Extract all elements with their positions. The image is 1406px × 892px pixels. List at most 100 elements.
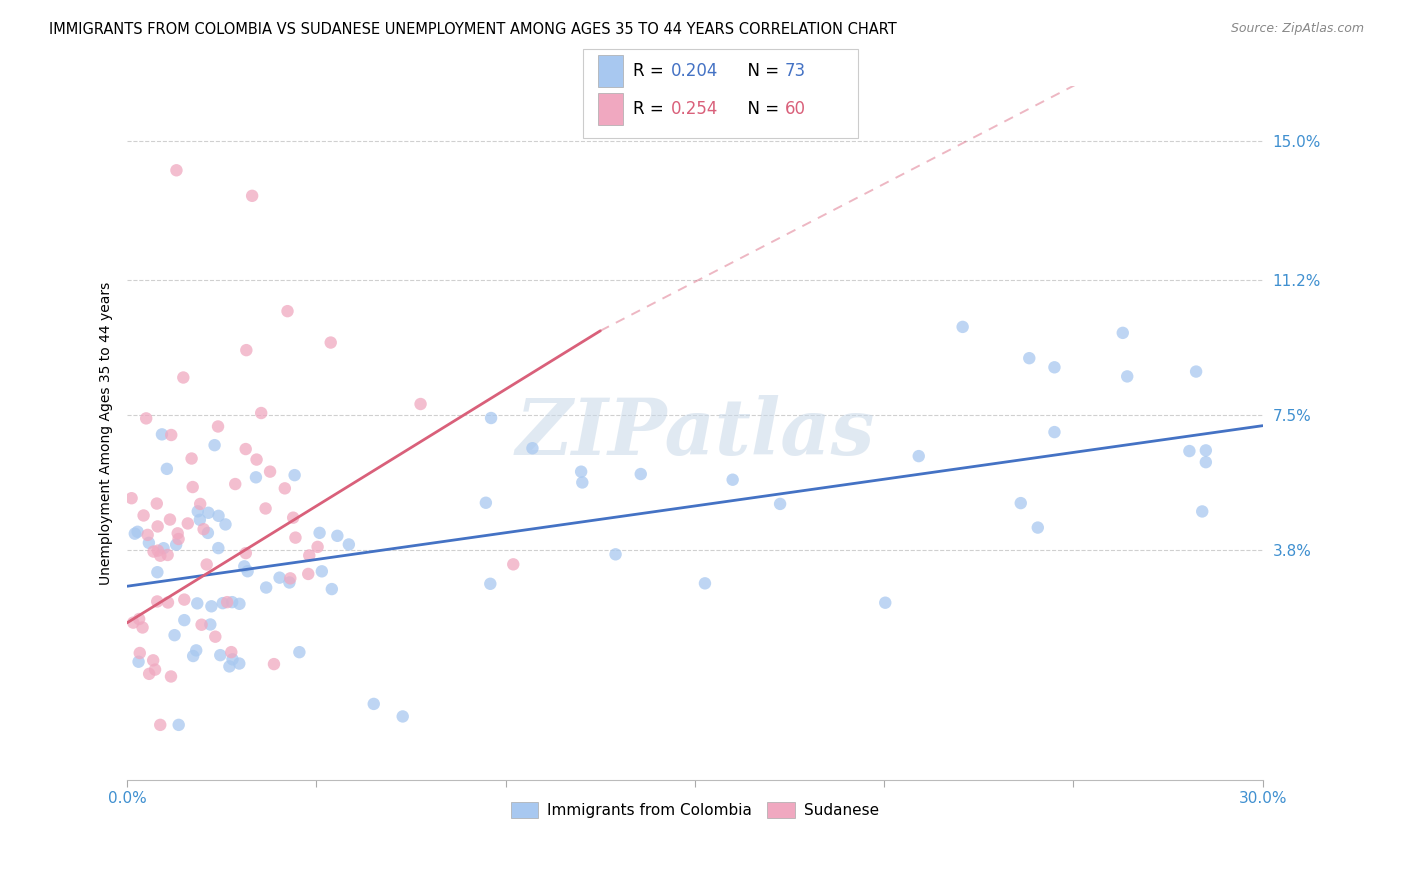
Point	[167, 532, 190, 546]
Point	[363, 697, 385, 711]
Point	[236, 564, 259, 578]
Point	[502, 558, 524, 572]
Point	[173, 592, 195, 607]
Point	[131, 620, 153, 634]
Text: IMMIGRANTS FROM COLOMBIA VS SUDANESE UNEMPLOYMENT AMONG AGES 35 TO 44 YEARS CORR: IMMIGRANTS FROM COLOMBIA VS SUDANESE UNE…	[49, 22, 897, 37]
Point	[156, 462, 179, 476]
Point	[235, 546, 257, 560]
Point	[218, 659, 240, 673]
Point	[149, 718, 172, 732]
Point	[479, 576, 502, 591]
Point	[207, 508, 229, 523]
Point	[197, 525, 219, 540]
Point	[142, 653, 165, 667]
Point	[188, 513, 211, 527]
Point	[160, 428, 183, 442]
Text: 73: 73	[785, 62, 806, 80]
Point	[188, 497, 211, 511]
Point	[297, 566, 319, 581]
Point	[228, 657, 250, 671]
Point	[630, 467, 652, 481]
Point	[172, 370, 194, 384]
Point	[207, 541, 229, 555]
Point	[122, 615, 145, 630]
Point	[569, 465, 592, 479]
Point	[163, 628, 186, 642]
Point	[167, 718, 190, 732]
Point	[195, 558, 218, 572]
Point	[283, 510, 305, 524]
Point	[605, 547, 627, 561]
Point	[952, 319, 974, 334]
Point	[166, 526, 188, 541]
Point	[571, 475, 593, 490]
Point	[276, 304, 298, 318]
Point	[124, 526, 146, 541]
Point	[254, 581, 277, 595]
Text: 60: 60	[785, 100, 806, 118]
Point	[173, 613, 195, 627]
Point	[146, 497, 169, 511]
Point	[143, 663, 166, 677]
Point	[150, 427, 173, 442]
Point	[235, 442, 257, 456]
Point	[224, 477, 246, 491]
Point	[209, 648, 232, 662]
Point	[204, 438, 226, 452]
Y-axis label: Unemployment Among Ages 35 to 44 years: Unemployment Among Ages 35 to 44 years	[100, 281, 114, 584]
Point	[136, 528, 159, 542]
Point	[149, 549, 172, 563]
Point	[165, 538, 187, 552]
Point	[1026, 520, 1049, 534]
Text: R =: R =	[633, 100, 669, 118]
Point	[146, 543, 169, 558]
Point	[146, 519, 169, 533]
Point	[186, 643, 208, 657]
Point	[217, 595, 239, 609]
Point	[479, 411, 502, 425]
Point	[1043, 425, 1066, 439]
Point	[269, 571, 291, 585]
Point	[181, 480, 204, 494]
Point	[204, 630, 226, 644]
Point	[200, 617, 222, 632]
Point	[321, 582, 343, 596]
Point	[121, 491, 143, 506]
Point	[245, 452, 267, 467]
Point	[391, 709, 413, 723]
Text: N =: N =	[737, 62, 785, 80]
Point	[159, 512, 181, 526]
Legend: Immigrants from Colombia, Sudanese: Immigrants from Colombia, Sudanese	[505, 796, 886, 824]
Point	[308, 525, 330, 540]
Point	[146, 594, 169, 608]
Point	[245, 470, 267, 484]
Point	[250, 406, 273, 420]
Point	[1178, 444, 1201, 458]
Point	[138, 536, 160, 550]
Point	[221, 595, 243, 609]
Point	[278, 571, 301, 585]
Point	[1191, 504, 1213, 518]
Point	[228, 597, 250, 611]
Point	[326, 529, 349, 543]
Point	[769, 497, 792, 511]
Point	[298, 549, 321, 563]
Point	[128, 646, 150, 660]
Point	[135, 411, 157, 425]
Point	[284, 468, 307, 483]
Point	[156, 548, 179, 562]
Point	[875, 596, 897, 610]
Point	[193, 522, 215, 536]
Point	[1043, 360, 1066, 375]
Point	[127, 524, 149, 539]
Point	[146, 566, 169, 580]
Point	[259, 465, 281, 479]
Point	[1185, 365, 1208, 379]
Point	[190, 617, 212, 632]
Point	[284, 531, 307, 545]
Point	[221, 652, 243, 666]
Point	[288, 645, 311, 659]
Text: 0.254: 0.254	[671, 100, 718, 118]
Point	[1018, 351, 1040, 366]
Point	[319, 335, 342, 350]
